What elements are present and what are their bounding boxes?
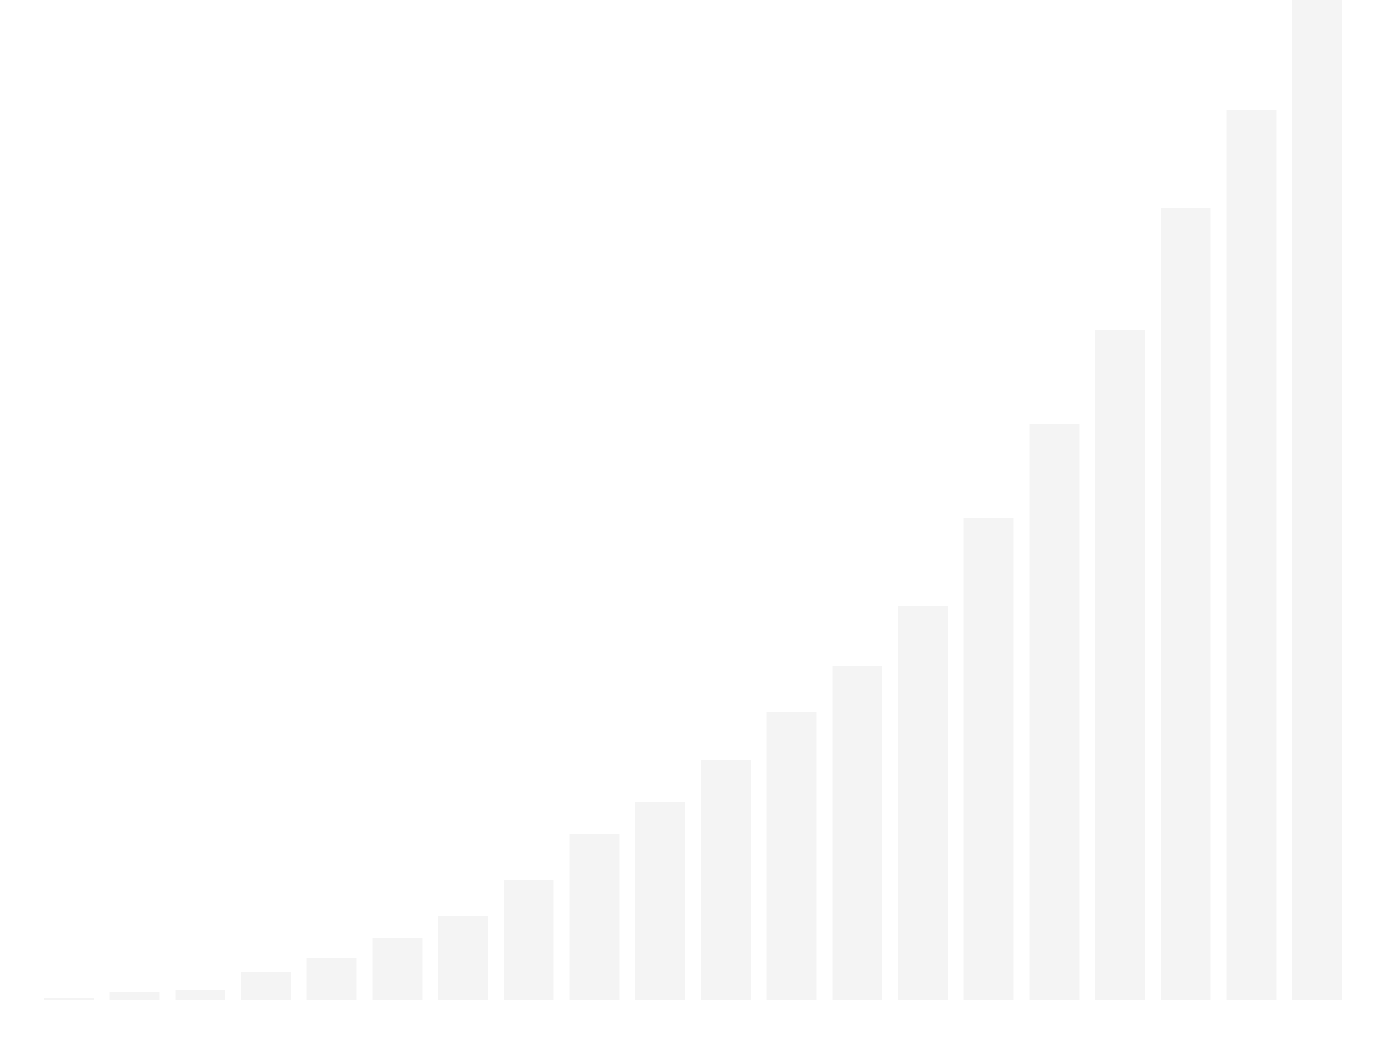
bar-14 <box>898 606 948 1000</box>
bar-7 <box>438 916 488 1000</box>
bar-2 <box>109 992 160 1000</box>
bar-9 <box>569 834 620 1000</box>
bar-3 <box>175 990 226 1000</box>
bar-1 <box>43 998 94 1000</box>
bar-8 <box>503 880 554 1000</box>
bars-layer <box>43 0 1343 1000</box>
bar-17 <box>1095 330 1145 1000</box>
bar-20 <box>1292 0 1343 1000</box>
bar-10 <box>635 802 686 1000</box>
bar-15 <box>963 518 1014 1000</box>
bar-16 <box>1029 424 1080 1000</box>
bar-4 <box>241 972 291 1000</box>
bar-13 <box>832 666 883 1000</box>
bar-12 <box>766 712 817 1000</box>
bar-19 <box>1226 110 1277 1000</box>
bar-18 <box>1160 208 1211 1000</box>
bar-11 <box>700 760 751 1000</box>
bar-5 <box>306 958 357 1000</box>
bar-6 <box>372 938 423 1000</box>
